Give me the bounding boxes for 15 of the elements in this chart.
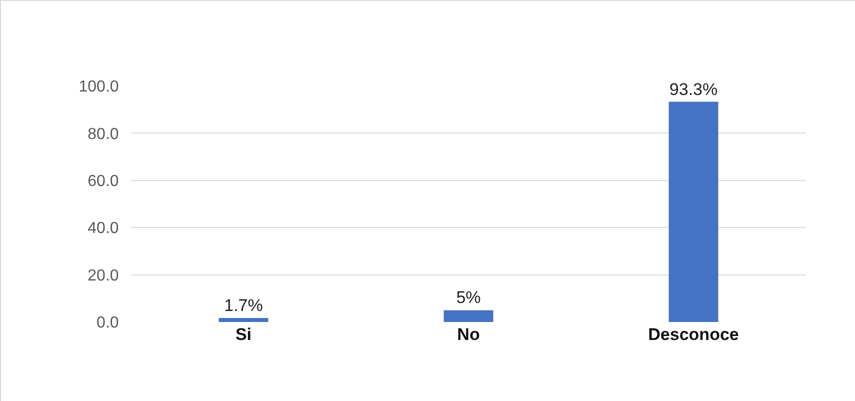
y-tick-label: 80.0 xyxy=(88,126,119,143)
y-tick-label: 60.0 xyxy=(88,173,119,190)
bar xyxy=(444,310,494,322)
y-tick-label: 20.0 xyxy=(88,267,119,284)
y-tick-label: 40.0 xyxy=(88,220,119,238)
data-label: 1.7% xyxy=(224,296,263,315)
data-label: 5% xyxy=(456,288,481,308)
bar xyxy=(218,318,268,322)
x-tick-label: No xyxy=(457,325,480,344)
y-tick-label: 100.0 xyxy=(78,78,119,96)
x-tick-label: Desconoce xyxy=(648,325,739,344)
x-tick-label: Si xyxy=(235,325,252,344)
y-tick-label: 0.0 xyxy=(96,314,119,332)
bar xyxy=(668,102,718,322)
data-label: 93.3% xyxy=(669,80,718,99)
